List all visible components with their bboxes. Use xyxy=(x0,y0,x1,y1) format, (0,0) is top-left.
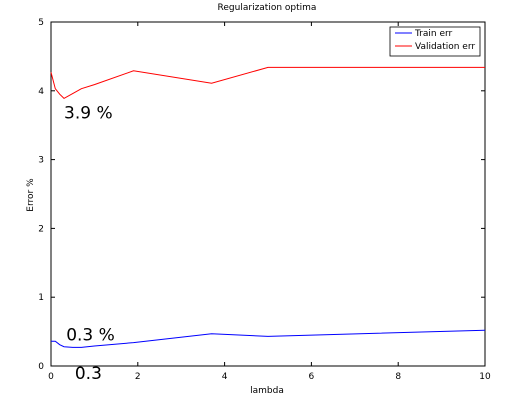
y-tick-label: 1 xyxy=(38,293,44,303)
plot-area-frame xyxy=(50,21,486,367)
chart-title: Regularization optima xyxy=(218,3,317,13)
series-line-train-err xyxy=(51,329,486,348)
series-line-validation-err xyxy=(50,66,485,100)
x-tick-label: 2 xyxy=(135,372,141,382)
x-tick-label: 6 xyxy=(309,372,315,382)
y-tick-label: 4 xyxy=(38,87,44,97)
y-axis: 0 1 2 3 4 5 xyxy=(38,18,485,372)
x-tick-label: 4 xyxy=(222,372,228,382)
y-tick-label: 2 xyxy=(38,224,44,234)
x-tick-label: 10 xyxy=(479,372,491,382)
legend-entry: Train err xyxy=(414,29,453,39)
series-layer xyxy=(50,66,486,348)
x-tick-label: 0 xyxy=(48,372,54,382)
legend: Train err Validation err xyxy=(389,26,481,57)
x-axis-label: lambda xyxy=(250,386,284,396)
y-axis-label: Error % xyxy=(26,178,36,212)
annotations: 3.9 % 0.3 % 0.3 xyxy=(64,103,115,384)
legend-entry: Validation err xyxy=(415,42,475,52)
y-tick-label: 5 xyxy=(38,18,44,28)
x-axis: 0 2 4 6 8 10 xyxy=(48,22,491,382)
annotation: 0.3 % xyxy=(66,326,115,346)
y-tick-label: 0 xyxy=(38,362,44,372)
annotation: 3.9 % xyxy=(64,103,113,123)
x-tick-label: 8 xyxy=(395,372,401,382)
legend-box xyxy=(389,26,481,57)
annotation: 0.3 xyxy=(75,364,102,384)
y-tick-label: 3 xyxy=(38,156,44,166)
